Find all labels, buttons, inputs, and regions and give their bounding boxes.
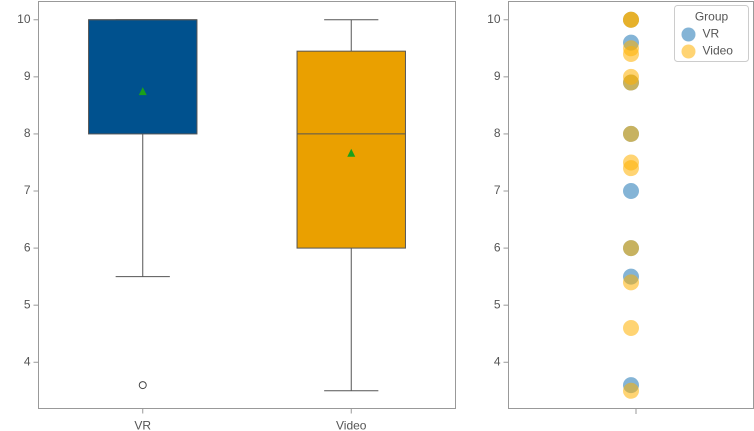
point [623,274,639,291]
y-tick-label: 6 [494,240,501,254]
point [623,382,639,399]
left-axes-frame [38,1,456,409]
point [623,320,639,337]
box [88,19,198,135]
right-axes-frame [508,1,754,409]
y-tick-label: 8 [24,126,31,140]
flier [138,381,147,390]
y-tick-label: 9 [494,69,501,83]
point [623,125,639,142]
point [623,160,639,177]
point [623,183,639,200]
y-tick-label: 4 [494,354,501,368]
y-tick-label: 10 [17,12,31,26]
legend-title: Group [695,10,729,24]
y-tick-label: 7 [494,183,501,197]
x-tick-label: VR [134,419,151,431]
y-tick-label: 7 [24,183,31,197]
legend-label: VR [703,27,720,41]
mean-marker [138,87,147,96]
y-tick-label: 10 [487,12,501,26]
y-tick-label: 5 [24,297,31,311]
legend-label: Video [703,44,734,58]
y-tick-label: 8 [494,126,501,140]
y-tick-label: 6 [24,240,31,254]
point [623,240,639,257]
y-tick-label: 9 [24,69,31,83]
legend-marker [681,44,696,59]
y-tick-label: 4 [24,354,31,368]
point [623,11,639,28]
point [623,46,639,63]
legend-marker [681,27,696,42]
point [623,74,639,91]
mean-marker [347,148,356,157]
x-tick-label: Video [336,419,367,431]
y-tick-label: 5 [494,297,501,311]
